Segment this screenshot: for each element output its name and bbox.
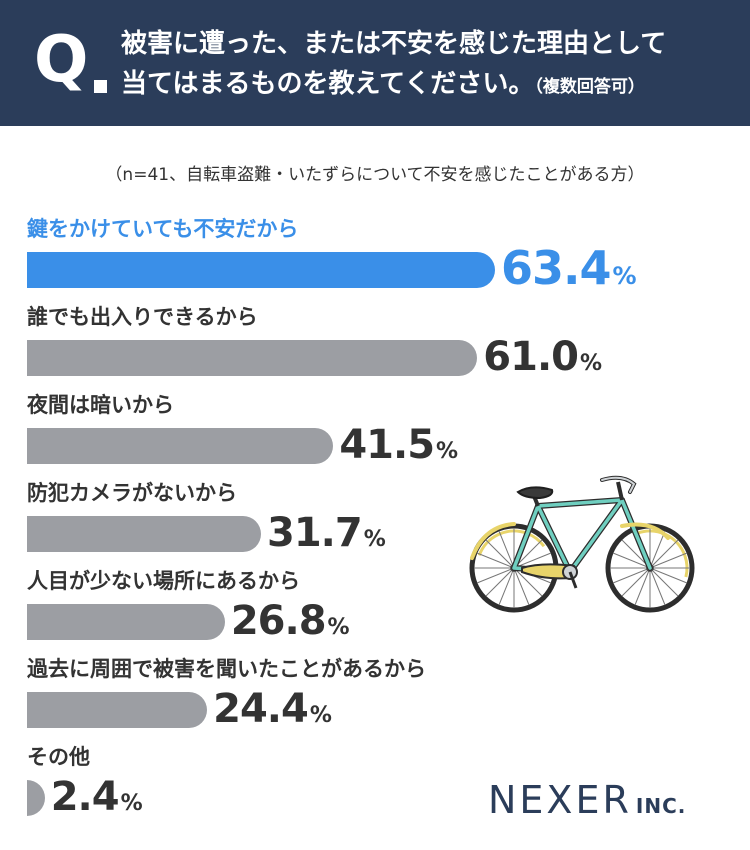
bar-row: 誰でも出入りできるから 61.0% bbox=[0, 302, 750, 390]
bar bbox=[27, 516, 261, 552]
value-unit: % bbox=[436, 439, 459, 464]
category-label: 誰でも出入りできるから bbox=[27, 305, 258, 329]
value-number: 2.4 bbox=[50, 774, 120, 820]
question-header: Q 被害に遭った、または不安を感じた理由として 当てはまるものを教えてください。… bbox=[0, 0, 750, 126]
sample-note: （n=41、自転車盗難・いたずらについて不安を感じたことがある方） bbox=[105, 165, 645, 185]
logo-inc: INC. bbox=[635, 794, 687, 818]
question-text: 被害に遭った、または不安を感じた理由として 当てはまるものを教えてください。（複… bbox=[121, 24, 741, 107]
value-label: 2.4% bbox=[51, 772, 143, 829]
value-unit: % bbox=[327, 615, 350, 640]
bar bbox=[27, 340, 478, 376]
bar-row: 人目が少ない場所にあるから 26.8% bbox=[0, 566, 750, 654]
bar-row: 過去に周囲で被害を聞いたことがあるから 24.4% bbox=[0, 654, 750, 742]
value-unit: % bbox=[309, 703, 332, 728]
bar-row: 夜間は暗いから 41.5% bbox=[0, 390, 750, 478]
value-number: 63.4 bbox=[501, 241, 611, 295]
value-unit: % bbox=[120, 791, 143, 816]
bar-row: 鍵をかけていても不安だから 63.4% bbox=[0, 214, 750, 302]
question-note: （複数回答可） bbox=[534, 77, 645, 97]
seat bbox=[516, 486, 554, 500]
value-unit: % bbox=[612, 262, 637, 290]
bar bbox=[27, 252, 495, 288]
bar bbox=[27, 692, 208, 728]
category-label: 夜間は暗いから bbox=[27, 393, 174, 417]
question-line-1: 被害に遭った、または不安を感じた理由として bbox=[121, 29, 667, 59]
value-label: 24.4% bbox=[213, 684, 332, 741]
q-dot bbox=[94, 80, 107, 93]
value-number: 26.8 bbox=[230, 598, 327, 644]
value-number: 61.0 bbox=[483, 334, 579, 380]
value-label: 26.8% bbox=[231, 596, 350, 653]
value-unit: % bbox=[579, 351, 603, 376]
q-mark: Q bbox=[34, 23, 89, 97]
value-label: 31.7% bbox=[267, 508, 386, 565]
category-label: その他 bbox=[27, 745, 90, 769]
bar bbox=[27, 604, 225, 640]
question-line-2: 当てはまるものを教えてください。（複数回答可） bbox=[121, 64, 741, 107]
category-label: 防犯カメラがないから bbox=[27, 481, 237, 505]
value-number: 41.5 bbox=[339, 422, 435, 468]
bicycle-icon bbox=[469, 475, 695, 613]
value-label: 63.4% bbox=[501, 240, 637, 304]
value-label: 61.0% bbox=[483, 332, 602, 389]
value-unit: % bbox=[363, 527, 386, 552]
bar-row: 防犯カメラがないから 31.7% bbox=[0, 478, 750, 566]
category-label: 人目が少ない場所にあるから bbox=[27, 569, 300, 593]
question-line-2-text: 当てはまるものを教えてください。 bbox=[121, 69, 535, 99]
logo-main: NEXER bbox=[488, 778, 632, 822]
value-number: 24.4 bbox=[213, 686, 309, 732]
value-number: 31.7 bbox=[267, 510, 363, 556]
category-label: 過去に周囲で被害を聞いたことがあるから bbox=[27, 657, 426, 681]
bar bbox=[27, 780, 45, 816]
category-label: 鍵をかけていても不安だから bbox=[27, 217, 299, 241]
bar bbox=[27, 428, 334, 464]
bar-row: その他 2.4% bbox=[0, 742, 750, 830]
nexer-logo: NEXER INC. bbox=[488, 778, 686, 822]
value-label: 41.5% bbox=[339, 420, 458, 477]
